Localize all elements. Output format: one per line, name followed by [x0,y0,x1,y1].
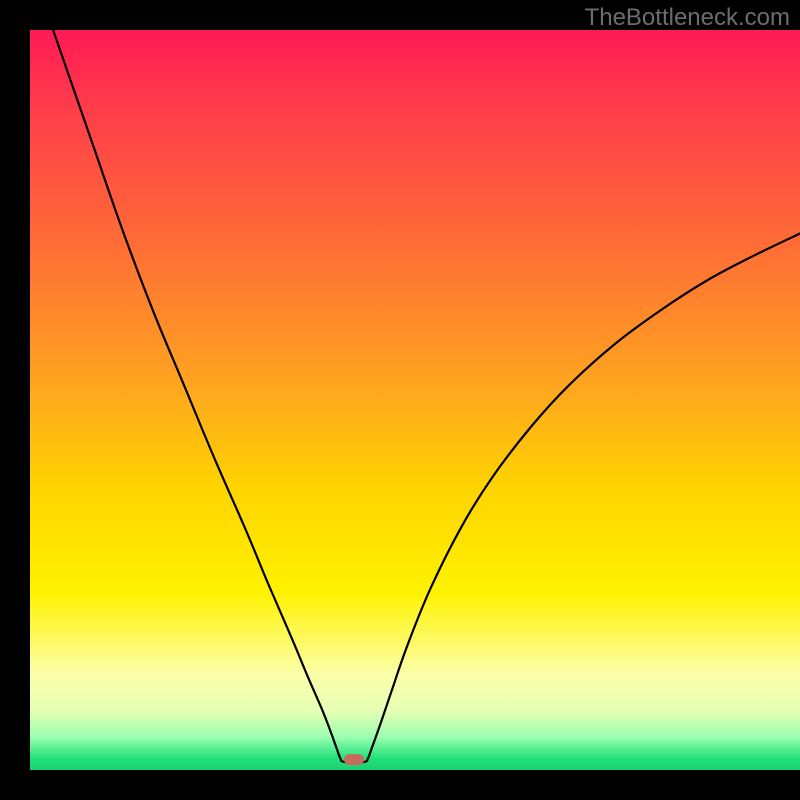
chart-stage: TheBottleneck.com [0,0,800,800]
watermark-text: TheBottleneck.com [585,4,790,32]
curve-layer [0,0,800,800]
bottleneck-curve [53,30,800,762]
selection-marker [344,754,364,766]
